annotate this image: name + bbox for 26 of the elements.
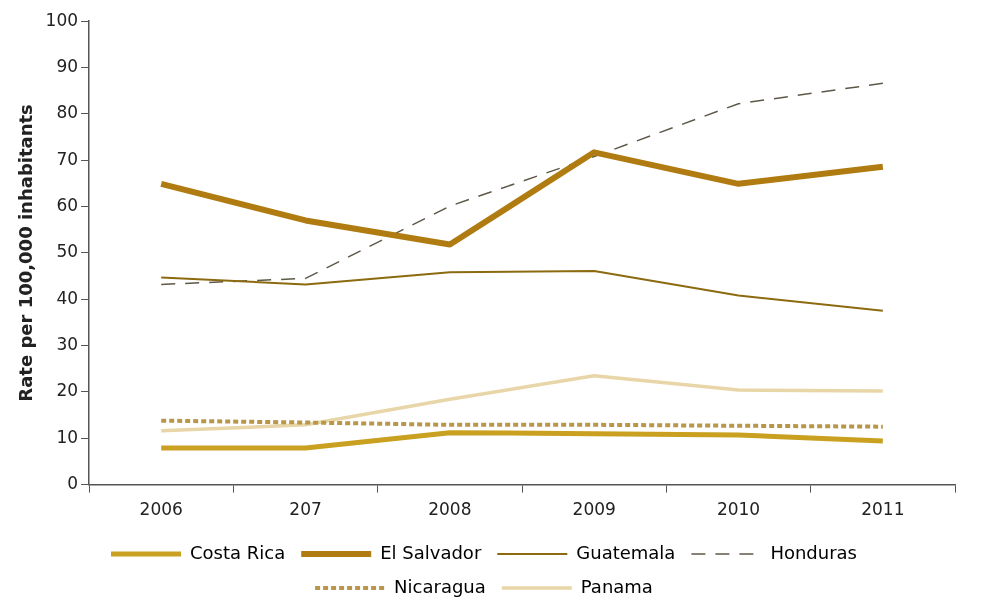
legend-label: Panama — [580, 575, 653, 597]
legend-label: Honduras — [770, 541, 858, 563]
y-tick-label: 100 — [45, 9, 79, 30]
legend-label: Nicaragua — [394, 575, 486, 597]
x-tick-label: 2011 — [861, 499, 905, 520]
y-tick-label: 60 — [56, 194, 79, 215]
line-series — [159, 418, 885, 429]
y-tick-label: 80 — [56, 102, 79, 123]
x-tick-label: 2010 — [716, 499, 761, 520]
legend-label: Costa Rica — [190, 541, 286, 563]
legend-label: Guatemala — [576, 541, 676, 563]
x-tick-label: 2008 — [428, 499, 472, 520]
y-tick-label: 0 — [67, 473, 79, 494]
line-series — [160, 82, 884, 286]
y-tick-label: 50 — [56, 241, 79, 262]
legend-label: El Salvador — [380, 541, 482, 563]
y-tick-label: 70 — [56, 148, 79, 169]
y-tick-label: 40 — [56, 287, 79, 308]
y-tick-label: 90 — [56, 55, 79, 76]
x-tick-label: 207 — [289, 499, 322, 520]
y-tick-label: 20 — [56, 380, 79, 401]
y-tick-label: 30 — [56, 334, 79, 354]
y-tick-label: 10 — [56, 426, 79, 447]
y-axis-title: Rate per 100,000 inhabitants — [15, 104, 37, 402]
x-tick-label: 2009 — [572, 499, 616, 520]
x-tick-label: 2006 — [139, 499, 183, 520]
